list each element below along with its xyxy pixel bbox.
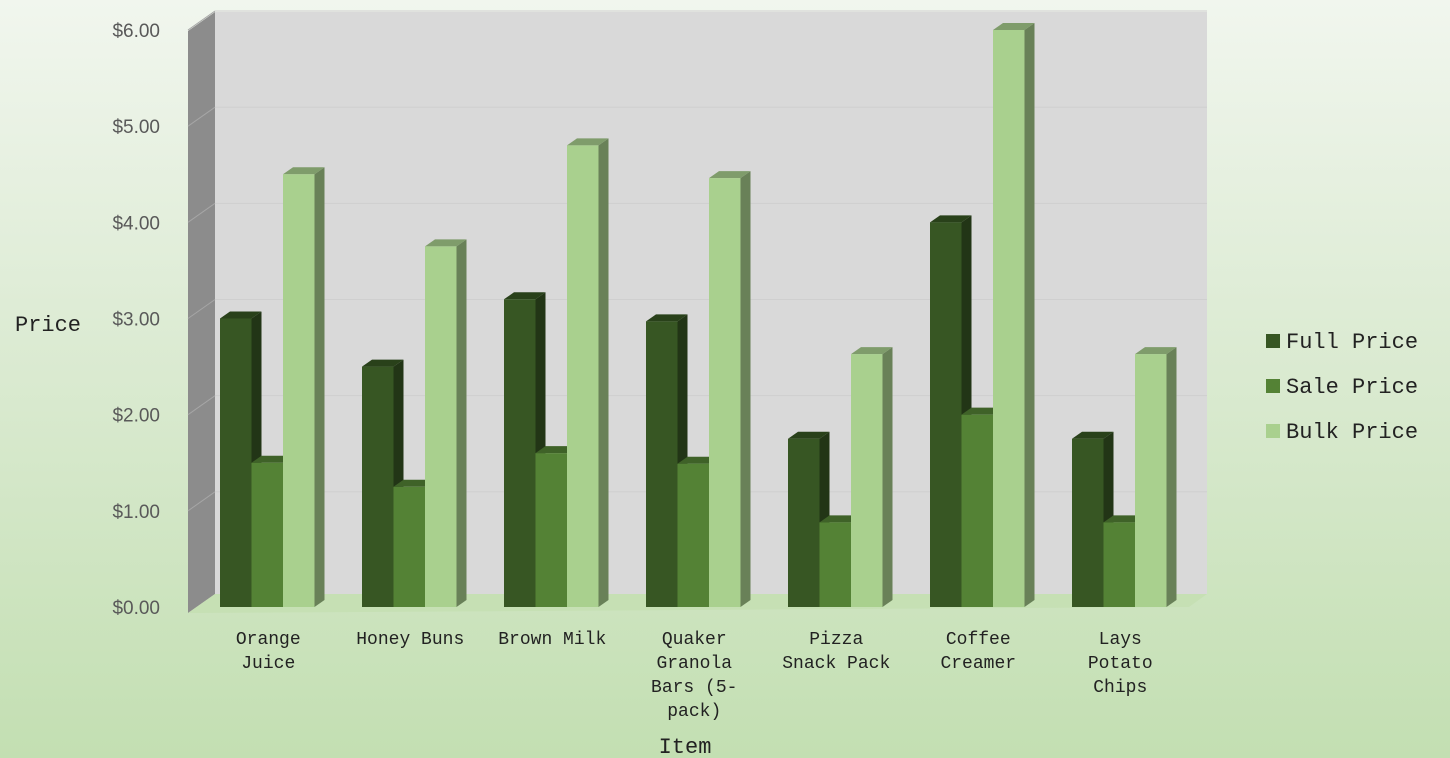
bar-top — [677, 456, 719, 464]
bar-top — [819, 515, 861, 523]
x-tick-label: Lays Potato Chips — [1088, 630, 1153, 698]
bar-side — [740, 171, 751, 607]
bar-top — [1135, 347, 1177, 355]
y-tick-label: $4.00 — [112, 213, 160, 234]
legend: Full Price Sale Price Bulk Price — [1266, 330, 1418, 445]
bar-top — [1072, 431, 1114, 439]
legend-swatch — [1266, 334, 1280, 348]
bars — [220, 23, 1177, 608]
gridline-side — [187, 10, 216, 31]
gridline-side — [187, 395, 216, 416]
legend-label: Bulk Price — [1286, 420, 1418, 445]
bar-top — [961, 407, 1003, 415]
bar-front — [535, 453, 567, 607]
bar-top — [1103, 515, 1145, 523]
legend-item: Full Price — [1266, 330, 1418, 355]
bar-front — [819, 522, 851, 607]
legend-item: Bulk Price — [1266, 420, 1418, 445]
bar-front — [1135, 354, 1167, 607]
bar — [993, 23, 1035, 607]
bar-top — [567, 138, 609, 146]
bar-top — [362, 359, 404, 367]
y-tick-label: $1.00 — [112, 502, 160, 523]
bar — [567, 138, 609, 607]
bar-top — [251, 455, 293, 463]
y-tick-label: $6.00 — [112, 21, 160, 42]
x-tick-label: Coffee Creamer — [940, 630, 1016, 674]
bar-top — [851, 347, 893, 355]
bar-top — [930, 215, 972, 223]
bar-side — [882, 347, 893, 607]
bar-front — [283, 174, 315, 607]
x-tick-label: Quaker Granola Bars (5-pack) — [651, 630, 737, 722]
legend-label: Full Price — [1286, 330, 1418, 355]
gridline-side — [187, 106, 216, 127]
y-axis-ticks: $0.00 $1.00 $2.00 $3.00 $4.00 $5.00 $6.00 — [112, 21, 160, 619]
x-axis-ticks: Orange Juice Honey Buns Brown Milk Quaker Gra… — [236, 630, 1153, 722]
bar — [283, 167, 325, 607]
bar-front — [362, 366, 394, 607]
bar-top — [283, 167, 325, 175]
bar — [1103, 515, 1145, 607]
bar — [851, 347, 893, 607]
bar-top — [220, 311, 262, 319]
bar-top — [646, 314, 688, 322]
bar-side — [456, 239, 467, 607]
y-tick-label: $5.00 — [112, 117, 160, 138]
bar — [1135, 347, 1177, 607]
bar-side — [1024, 23, 1035, 607]
bar-side — [314, 167, 325, 607]
bar-front — [251, 462, 283, 607]
x-axis-title: Item — [659, 735, 712, 758]
x-tick-label: Brown Milk — [498, 630, 606, 650]
bar-front — [425, 246, 457, 607]
bar-top — [709, 171, 751, 179]
side-wall — [188, 12, 215, 613]
bar-front — [788, 438, 820, 607]
bar — [425, 239, 467, 607]
bar-front — [677, 463, 709, 607]
x-tick-label: Orange Juice — [236, 630, 301, 674]
legend-label: Sale Price — [1286, 375, 1418, 400]
x-tick-label: Honey Buns — [356, 630, 464, 650]
y-tick-label: $2.00 — [112, 406, 160, 427]
gridline-side — [187, 491, 216, 512]
bar-top — [393, 479, 435, 487]
bar-top — [788, 431, 830, 439]
y-tick-label: $3.00 — [112, 310, 160, 331]
bar-front — [1072, 438, 1104, 607]
bar-front — [1103, 522, 1135, 607]
bar-front — [220, 318, 252, 607]
bar-side — [598, 138, 609, 607]
bar-front — [993, 30, 1025, 607]
bar — [709, 171, 751, 607]
bar-top — [535, 446, 577, 454]
bar-top — [993, 23, 1035, 30]
legend-swatch — [1266, 424, 1280, 438]
bar-front — [961, 414, 993, 607]
gridline-side — [187, 299, 216, 319]
bar-front — [930, 222, 962, 608]
bar-side — [1166, 347, 1177, 607]
bar-top — [425, 239, 467, 247]
bar-front — [504, 299, 536, 607]
y-axis-title: Price — [15, 313, 81, 338]
bar-front — [393, 486, 425, 607]
bar-front — [709, 178, 741, 607]
x-tick-label: Pizza Snack Pack — [782, 630, 890, 674]
gridline-side — [187, 202, 216, 223]
y-tick-label: $0.00 — [112, 598, 160, 619]
bar-top — [504, 292, 546, 300]
legend-swatch — [1266, 379, 1280, 393]
bar-front — [851, 354, 883, 607]
bar-front — [646, 321, 678, 607]
bar-front — [567, 145, 599, 607]
legend-item: Sale Price — [1266, 375, 1418, 400]
